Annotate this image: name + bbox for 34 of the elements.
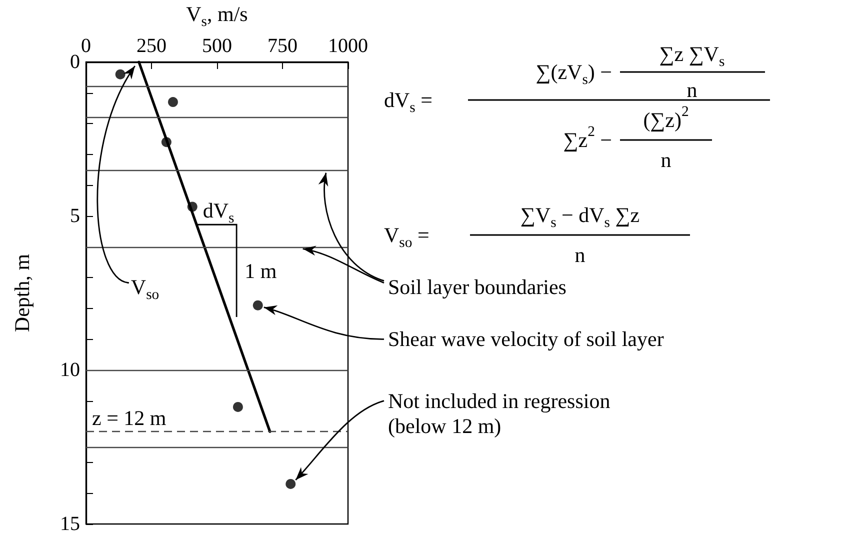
text: V$_{so}$ = bbox=[384, 223, 430, 251]
text: ∑z ∑V$_{s}$ bbox=[659, 42, 725, 70]
y-tick-label: 15 bbox=[60, 513, 80, 535]
ref-line-label: z = 12 m bbox=[92, 406, 166, 430]
x-axis-title: V$_{s}$, m/s bbox=[186, 2, 248, 30]
point bbox=[232, 402, 243, 412]
annotation: Not included in regression (below 12 m) bbox=[388, 388, 611, 438]
text: n bbox=[686, 78, 698, 102]
annotation: V$_{so}$ bbox=[130, 274, 160, 303]
point bbox=[187, 202, 198, 212]
x-tick-label: 250 bbox=[136, 35, 166, 57]
point bbox=[252, 300, 263, 310]
point bbox=[168, 97, 178, 108]
x-tick-label: 500 bbox=[202, 35, 232, 57]
text: ∑(zV$_{s}$) − bbox=[536, 60, 612, 88]
x-tick-label: 1000 bbox=[328, 35, 368, 57]
text: n bbox=[660, 148, 672, 172]
annotation: dV$_{s}$ bbox=[202, 198, 235, 227]
y-axis-title: Depth, m bbox=[10, 254, 34, 332]
annotation: Shear wave velocity of soil layer bbox=[388, 327, 664, 352]
point bbox=[286, 478, 296, 489]
text: (∑z)$^{2}$ bbox=[643, 104, 689, 132]
text: ∑z$^{2}$ − bbox=[563, 124, 612, 152]
annotation: 1 m bbox=[244, 258, 277, 283]
point bbox=[161, 137, 172, 148]
x-tick-label: 750 bbox=[268, 35, 298, 57]
y-tick-label: 5 bbox=[70, 205, 80, 227]
annotation: Soil layer boundaries bbox=[388, 274, 566, 299]
text: ∑V$_{s}$ − dV$_{s}$ ∑z bbox=[520, 203, 640, 231]
text: dV$_{s}$ = bbox=[384, 88, 432, 116]
text: n bbox=[574, 243, 586, 267]
point bbox=[115, 69, 126, 80]
y-tick-label: 0 bbox=[70, 51, 80, 73]
y-tick-label: 10 bbox=[60, 359, 80, 381]
